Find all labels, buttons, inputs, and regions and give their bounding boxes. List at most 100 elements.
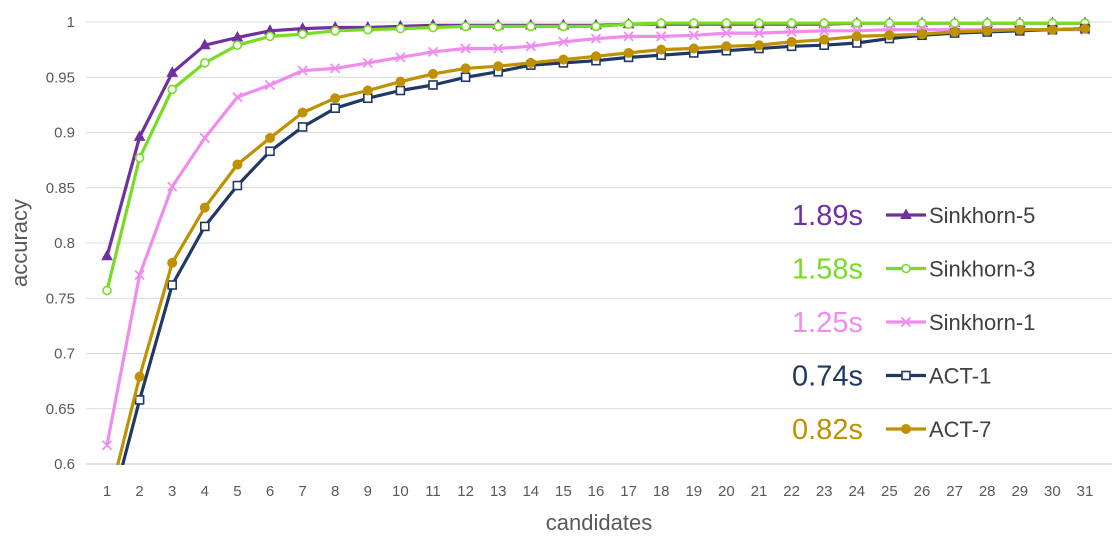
data-point — [493, 43, 504, 54]
x-tick-label: 21 — [751, 483, 768, 500]
data-point — [265, 146, 275, 157]
data-point — [688, 30, 699, 41]
x-tick-label: 4 — [201, 483, 209, 500]
x-tick-label: 6 — [266, 483, 274, 500]
data-point — [297, 107, 308, 118]
data-point — [200, 221, 210, 232]
data-point — [591, 51, 601, 62]
series-layer — [101, 16, 1091, 529]
data-point — [688, 43, 699, 54]
data-point — [884, 18, 895, 28]
data-point — [460, 43, 471, 54]
data-point — [819, 25, 830, 36]
data-point — [265, 31, 275, 42]
legend-swatch-marker — [900, 316, 912, 328]
data-point — [721, 27, 732, 39]
data-point — [525, 57, 536, 68]
x-tick-label: 14 — [522, 483, 539, 500]
legend-series-name: Sinkhorn-5 — [929, 203, 1035, 228]
data-point — [428, 68, 438, 79]
x-tick-label: 12 — [457, 483, 474, 500]
data-point — [264, 79, 276, 91]
legend-swatch-marker — [901, 424, 911, 434]
data-point — [103, 521, 111, 529]
y-tick-label: 1 — [67, 14, 75, 31]
data-point — [297, 122, 308, 132]
y-tick-label: 0.7 — [54, 346, 75, 363]
x-tick-label: 20 — [718, 483, 735, 500]
x-tick-label: 10 — [392, 483, 409, 500]
data-point — [917, 18, 927, 28]
data-point — [721, 18, 732, 28]
data-point — [395, 85, 406, 96]
x-tick-label: 13 — [490, 483, 507, 500]
x-tick-label: 28 — [979, 483, 996, 500]
data-point — [167, 181, 178, 192]
y-tick-label: 0.9 — [54, 125, 75, 142]
legend-swatch-marker — [901, 263, 911, 274]
x-tick-label: 2 — [135, 483, 143, 500]
data-point — [200, 58, 210, 68]
data-point — [167, 84, 177, 95]
legend-item: 1.25s Sinkhorn-1 — [792, 307, 1035, 339]
data-point — [362, 57, 373, 69]
data-point — [590, 33, 602, 44]
data-point — [688, 18, 699, 28]
data-point — [362, 24, 373, 35]
data-point — [395, 52, 406, 63]
data-point — [232, 92, 243, 103]
x-tick-label: 18 — [653, 483, 670, 500]
legend-item: 0.74s ACT-1 — [792, 361, 991, 393]
data-point — [362, 85, 373, 96]
data-point — [656, 44, 667, 55]
y-tick-label: 0.65 — [46, 401, 75, 418]
legend-swatch-marker — [900, 208, 912, 219]
legend-time-label: 1.58s — [792, 254, 863, 286]
x-tick-label: 25 — [881, 483, 898, 500]
data-point — [1080, 23, 1090, 34]
data-point — [623, 19, 634, 30]
x-tick-label: 27 — [946, 483, 963, 500]
data-point — [101, 249, 113, 261]
legend-series-name: Sinkhorn-1 — [929, 310, 1035, 335]
data-point — [460, 21, 471, 32]
data-point — [167, 280, 177, 290]
data-point — [591, 21, 601, 32]
series-act-7 — [103, 23, 1090, 513]
data-point — [917, 29, 927, 40]
y-tick-label: 0.75 — [46, 290, 75, 307]
data-point — [851, 18, 862, 28]
data-point — [819, 34, 830, 45]
legend-series-name: Sinkhorn-3 — [929, 257, 1035, 282]
data-point — [103, 504, 112, 513]
data-point — [232, 159, 243, 170]
legend-series-name: ACT-7 — [929, 417, 991, 442]
data-point — [199, 202, 210, 213]
data-point — [460, 72, 471, 83]
y-axis-title: accuracy — [7, 199, 32, 287]
legend-series-name: ACT-1 — [929, 364, 991, 389]
x-tick-label: 19 — [685, 483, 702, 500]
data-point — [428, 80, 438, 90]
data-point — [558, 21, 569, 32]
data-point — [134, 395, 145, 405]
data-point — [134, 269, 145, 281]
data-point — [721, 41, 732, 52]
legend-item: 0.82s ACT-7 — [792, 414, 991, 446]
y-tick-label: 0.85 — [46, 180, 75, 197]
data-point — [656, 18, 667, 28]
legend-time-label: 1.25s — [792, 307, 863, 339]
x-tick-label: 1 — [103, 483, 111, 500]
y-tick-label: 0.8 — [54, 235, 75, 252]
data-point — [232, 180, 243, 191]
data-point — [297, 65, 308, 76]
legend-time-label: 1.89s — [792, 200, 863, 232]
x-tick-label: 23 — [816, 483, 833, 500]
data-point — [786, 26, 797, 38]
x-tick-label: 5 — [233, 483, 241, 500]
data-point — [1047, 24, 1058, 35]
data-point — [428, 22, 438, 33]
x-tick-label: 30 — [1044, 483, 1061, 500]
data-point — [427, 46, 439, 57]
data-point — [330, 103, 341, 113]
